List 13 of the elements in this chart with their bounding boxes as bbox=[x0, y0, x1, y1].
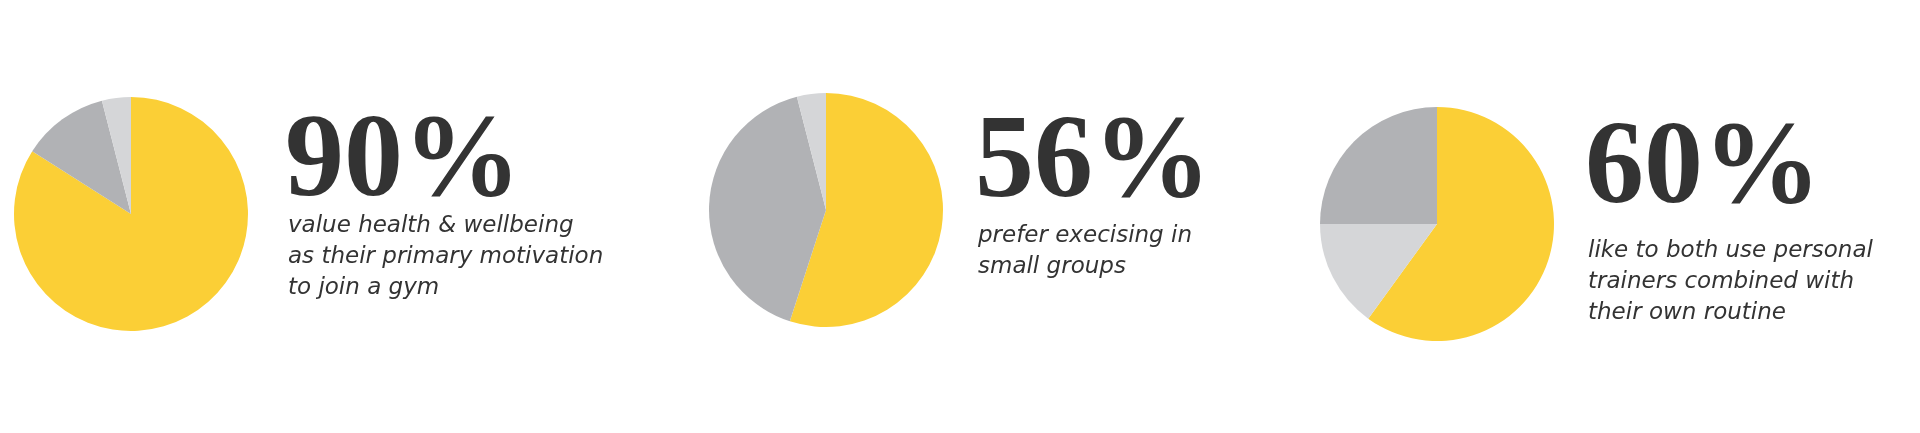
pie-slice bbox=[789, 93, 943, 327]
pie-slice bbox=[1320, 107, 1437, 224]
pie-slice bbox=[709, 96, 826, 322]
text: like to both use personal trainers combined with their own routine bbox=[1588, 236, 1874, 324]
pie-slice bbox=[32, 100, 131, 214]
pie-slice bbox=[14, 97, 248, 331]
chart-title: 56% bbox=[975, 91, 1211, 222]
pie-slice bbox=[101, 97, 131, 214]
pie-slice bbox=[1320, 224, 1437, 319]
chart-title: 60% bbox=[1585, 97, 1821, 228]
pie-slice bbox=[1368, 107, 1554, 341]
text: prefer execising in small groups bbox=[977, 221, 1192, 278]
pie-slice bbox=[796, 93, 826, 210]
